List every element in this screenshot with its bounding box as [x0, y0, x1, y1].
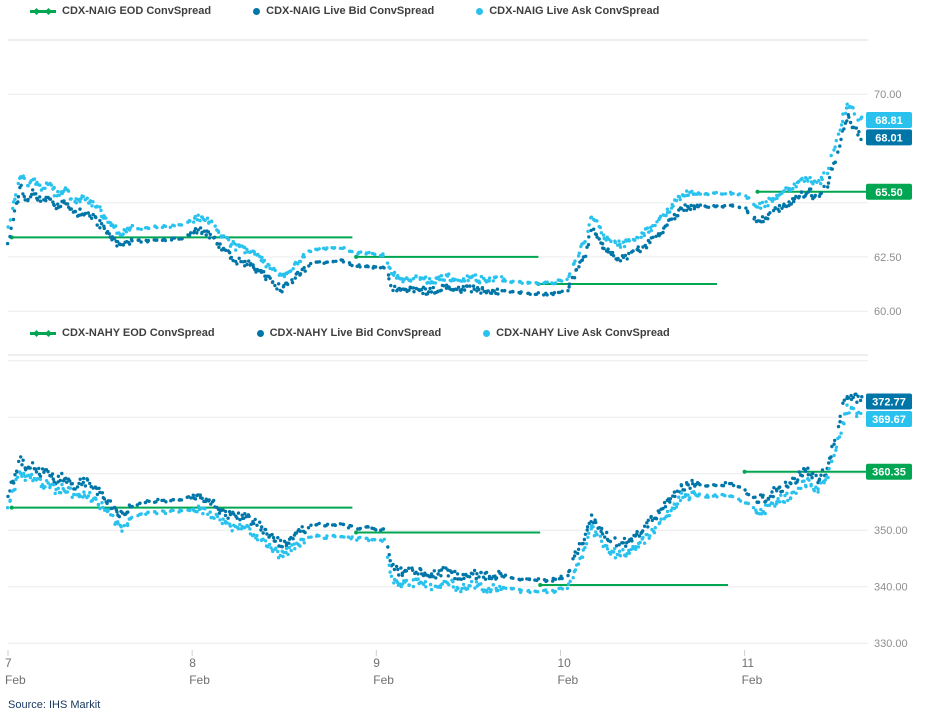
legend-nahy-eod[interactable]: CDX-NAHY EOD ConvSpread: [30, 327, 215, 339]
x-axis: 7 Feb 8 Feb 9 Feb 10 Feb 11 Feb: [5, 650, 763, 687]
naig-bid-series: [5, 113, 863, 297]
x-axis-day-label: 10: [558, 656, 572, 670]
legend-label-nahy-eod: CDX-NAHY EOD ConvSpread: [62, 327, 215, 339]
eod-marker-icon: [32, 329, 41, 337]
legend-label-nahy-bid: CDX-NAHY Live Bid ConvSpread: [269, 327, 442, 339]
x-axis-day-label: 8: [189, 656, 196, 670]
legend-naig-bid[interactable]: CDX-NAIG Live Bid ConvSpread: [253, 5, 434, 17]
badge-box: [866, 129, 912, 146]
x-axis-month-label: Feb: [373, 673, 394, 687]
x-axis-day-label: 7: [5, 656, 12, 670]
eod-marker: [538, 583, 543, 587]
x-axis-month-label: Feb: [189, 673, 210, 687]
badge-value: 68.01: [875, 132, 903, 144]
badge-value: 369.67: [872, 414, 906, 426]
legend-label-naig-eod: CDX-NAIG EOD ConvSpread: [62, 5, 212, 17]
badge-box: [866, 411, 912, 427]
eod-marker: [354, 530, 359, 535]
y-axis-label: 340.00: [874, 582, 908, 594]
nahy-bid-series: [6, 392, 864, 584]
badge-box: [866, 393, 912, 410]
nahy-bid-badge: 372.77: [866, 393, 912, 410]
badge-value: 68.81: [875, 115, 903, 127]
eod-marker-icon: [44, 7, 53, 15]
badge-value: 372.77: [872, 397, 906, 409]
y-axis-label: 60.00: [874, 306, 902, 318]
nahy-ask-series: [5, 403, 863, 595]
x-axis-day-label: 9: [373, 656, 380, 670]
y-axis-label: 70.00: [874, 89, 902, 101]
x-axis-month-label: Feb: [558, 673, 579, 687]
naig-eod-badge: 65.50: [866, 183, 912, 200]
y-axis-label: 350.00: [874, 525, 908, 537]
source-attribution: Source: IHS Markit: [8, 699, 101, 711]
eod-line-icon: [30, 329, 56, 337]
eod-marker-icon: [32, 7, 41, 15]
eod-marker: [742, 469, 747, 474]
ask-dot-icon: [476, 7, 484, 15]
legend-label-naig-bid: CDX-NAIG Live Bid ConvSpread: [266, 5, 435, 17]
x-axis-day-label: 11: [742, 656, 755, 670]
y-axis-label: 330.00: [874, 638, 908, 650]
bid-dot-icon: [256, 329, 264, 337]
badge-value: 65.50: [875, 187, 903, 199]
nahy-chart: 360.00350.00340.00330.00372.77369.67360.…: [5, 354, 912, 650]
eod-line-icon: [30, 7, 56, 15]
naig-chart: 70.00 62.50 60.00 68.81 68.01 65.50: [5, 39, 912, 318]
x-axis-month-label: Feb: [742, 673, 763, 687]
eod-marker: [354, 254, 359, 259]
legend-nahy-bid[interactable]: CDX-NAHY Live Bid ConvSpread: [256, 327, 442, 339]
nahy-legend: CDX-NAHY EOD ConvSpread CDX-NAHY Live Bi…: [30, 325, 670, 341]
legend-nahy-ask[interactable]: CDX-NAHY Live Ask ConvSpread: [483, 327, 670, 339]
naig-ask-series: [6, 102, 864, 286]
ask-dot-icon: [483, 329, 491, 337]
legend-label-naig-ask: CDX-NAIG Live Ask ConvSpread: [489, 5, 660, 17]
eod-marker: [755, 189, 760, 194]
badge-box: [866, 112, 912, 128]
nahy-eod-badge: 360.35: [866, 463, 912, 480]
legend-naig-ask[interactable]: CDX-NAIG Live Ask ConvSpread: [476, 5, 659, 17]
naig-legend: CDX-NAIG EOD ConvSpread CDX-NAIG Live Bi…: [30, 3, 659, 19]
badge-box: [866, 183, 912, 200]
naig-bid-badge: 68.01: [866, 129, 912, 146]
y-axis-label: 62.50: [874, 252, 902, 264]
naig-ask-badge: 68.81: [866, 112, 912, 128]
bid-dot-icon: [253, 7, 261, 15]
eod-marker-icon: [44, 329, 53, 337]
nahy-ask-badge: 369.67: [866, 411, 912, 427]
legend-label-nahy-ask: CDX-NAHY Live Ask ConvSpread: [496, 327, 670, 339]
badge-box: [866, 463, 912, 480]
badge-value: 360.35: [872, 467, 906, 479]
legend-naig-eod[interactable]: CDX-NAIG EOD ConvSpread: [30, 5, 211, 17]
eod-marker: [9, 505, 14, 510]
x-axis-month-label: Feb: [5, 673, 26, 687]
